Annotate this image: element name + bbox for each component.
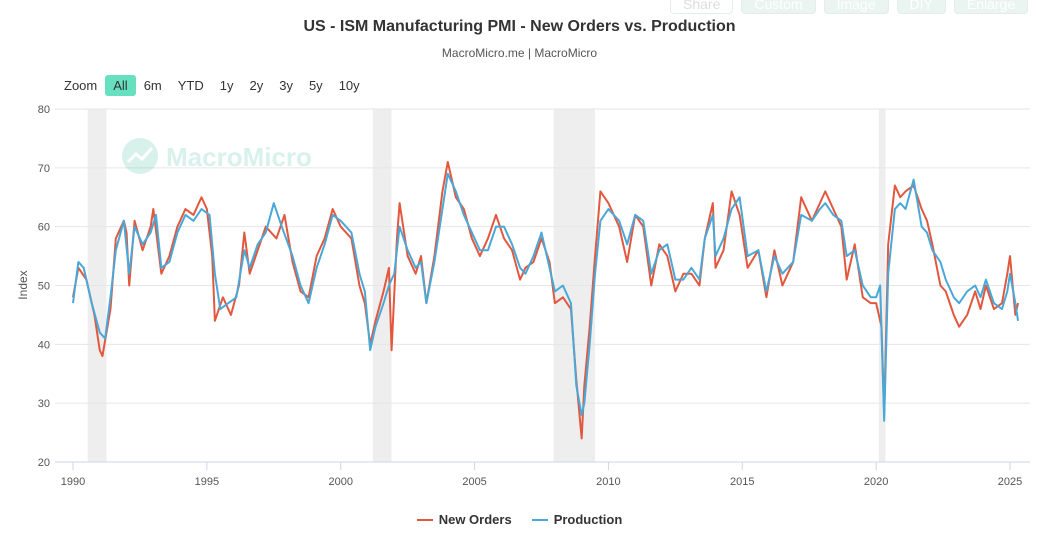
share-button[interactable]: Share	[670, 0, 734, 14]
x-tick-label: 2010	[596, 476, 620, 488]
zoom-1y-button[interactable]: 1y	[219, 78, 234, 93]
y-tick-label: 20	[38, 457, 50, 469]
x-tick-label: 1990	[61, 476, 85, 488]
x-tick-label: 2025	[998, 476, 1022, 488]
chart-title: US - ISM Manufacturing PMI - New Orders …	[303, 18, 736, 35]
legend: New Orders Production	[0, 512, 1039, 527]
series-line-production	[72, 172, 1020, 422]
y-tick-label: 80	[38, 104, 50, 116]
y-tick-label: 40	[38, 339, 50, 351]
zoom-2y-button[interactable]: 2y	[249, 78, 264, 93]
series-line-new-orders	[72, 160, 1020, 440]
y-tick-label: 50	[38, 281, 50, 293]
diy-button[interactable]: DIY	[896, 0, 946, 14]
zoom-6m-button[interactable]: 6m	[143, 78, 162, 93]
y-tick-label: 30	[38, 398, 50, 410]
x-tick-label: 2020	[864, 476, 888, 488]
chart-toolbar: Share Custom Image DIY Enlarge	[670, 0, 1029, 14]
legend-item-production[interactable]: Production	[531, 512, 622, 527]
zoom-all-button[interactable]: All	[105, 75, 136, 96]
y-tick-label: 70	[38, 163, 50, 175]
zoom-3y-button[interactable]: 3y	[279, 78, 293, 93]
enlarge-button[interactable]: Enlarge	[953, 0, 1029, 14]
zoom-5y-button[interactable]: 5y	[308, 78, 323, 93]
x-tick-label: 2000	[328, 476, 352, 488]
watermark-text: MacroMicro	[166, 142, 312, 172]
image-button[interactable]: Image	[823, 0, 889, 14]
x-tick-label: 2005	[462, 476, 486, 488]
zoom-label: Zoom	[64, 78, 98, 93]
zoom-10y-button[interactable]: 10y	[338, 78, 360, 93]
zoom-range-selector: Zoom All 6m YTD 1y 2y 3y 5y 10y	[64, 75, 368, 96]
x-tick-label: 2015	[730, 476, 754, 488]
chart-subtitle: MacroMicro.me | MacroMicro	[441, 46, 598, 60]
x-tick-label: 1995	[195, 476, 219, 488]
legend-item-new-orders[interactable]: New Orders	[416, 512, 512, 527]
custom-button[interactable]: Custom	[741, 0, 816, 14]
zoom-ytd-button[interactable]: YTD	[177, 78, 204, 93]
y-axis-label: Index	[16, 270, 30, 299]
watermark: MacroMicro	[122, 138, 312, 174]
y-tick-label: 60	[38, 222, 50, 234]
